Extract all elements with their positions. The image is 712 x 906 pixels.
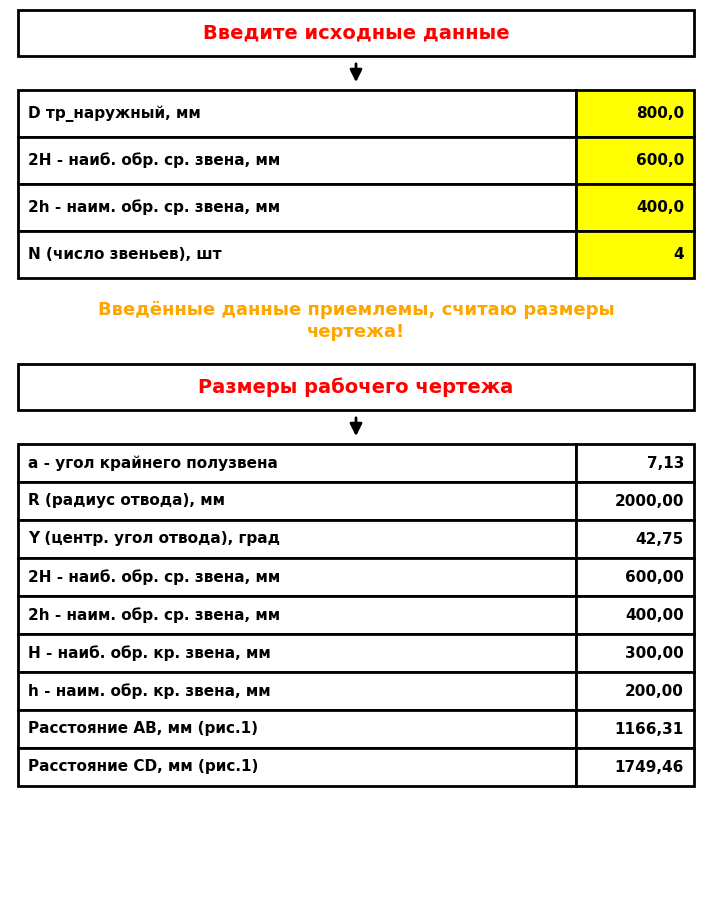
- Text: 1749,46: 1749,46: [614, 759, 684, 775]
- Bar: [576, 558, 694, 596]
- Text: 2H - наиб. обр. ср. звена, мм: 2H - наиб. обр. ср. звена, мм: [28, 152, 281, 169]
- Bar: [18, 482, 576, 520]
- Text: R (радиус отвода), мм: R (радиус отвода), мм: [28, 494, 225, 508]
- Bar: [576, 596, 694, 634]
- Bar: [576, 231, 694, 278]
- Bar: [18, 672, 576, 710]
- Bar: [18, 137, 576, 184]
- Text: 7,13: 7,13: [646, 456, 684, 470]
- Text: а - угол крайнего полузвена: а - угол крайнего полузвена: [28, 455, 278, 471]
- Text: N (число звеньев), шт: N (число звеньев), шт: [28, 247, 221, 262]
- Bar: [18, 748, 576, 786]
- Bar: [18, 90, 576, 137]
- Bar: [576, 672, 694, 710]
- Text: Введённые данные приемлемы, считаю размеры: Введённые данные приемлемы, считаю разме…: [98, 301, 614, 319]
- Text: 1166,31: 1166,31: [614, 721, 684, 737]
- Text: 600,0: 600,0: [636, 153, 684, 168]
- Bar: [18, 10, 694, 56]
- Text: Y (центр. угол отвода), град: Y (центр. угол отвода), град: [28, 532, 280, 546]
- Bar: [18, 634, 576, 672]
- Text: D тр_наружный, мм: D тр_наружный, мм: [28, 105, 201, 121]
- Text: H - наиб. обр. кр. звена, мм: H - наиб. обр. кр. звена, мм: [28, 645, 271, 660]
- Bar: [576, 482, 694, 520]
- Text: 200,00: 200,00: [625, 683, 684, 699]
- Text: 300,00: 300,00: [625, 645, 684, 660]
- Bar: [576, 444, 694, 482]
- Text: 2H - наиб. обр. ср. звена, мм: 2H - наиб. обр. ср. звена, мм: [28, 569, 281, 585]
- Text: 800,0: 800,0: [636, 106, 684, 121]
- Text: чертежа!: чертежа!: [307, 323, 405, 341]
- Text: 2h - наим. обр. ср. звена, мм: 2h - наим. обр. ср. звена, мм: [28, 199, 280, 216]
- Bar: [18, 710, 576, 748]
- Bar: [18, 558, 576, 596]
- Bar: [18, 184, 576, 231]
- Text: Размеры рабочего чертежа: Размеры рабочего чертежа: [199, 377, 513, 397]
- Text: 42,75: 42,75: [636, 532, 684, 546]
- Text: 2h - наим. обр. ср. звена, мм: 2h - наим. обр. ср. звена, мм: [28, 607, 280, 622]
- Bar: [18, 364, 694, 410]
- Text: h - наим. обр. кр. звена, мм: h - наим. обр. кр. звена, мм: [28, 683, 271, 699]
- Bar: [18, 444, 576, 482]
- Text: 600,00: 600,00: [625, 570, 684, 584]
- Text: 4: 4: [674, 247, 684, 262]
- Bar: [576, 184, 694, 231]
- Bar: [576, 520, 694, 558]
- Bar: [18, 520, 576, 558]
- Text: Расстояние АВ, мм (рис.1): Расстояние АВ, мм (рис.1): [28, 721, 258, 737]
- Bar: [576, 634, 694, 672]
- Bar: [576, 137, 694, 184]
- Bar: [18, 231, 576, 278]
- Text: 400,0: 400,0: [636, 200, 684, 215]
- Text: 2000,00: 2000,00: [614, 494, 684, 508]
- Bar: [576, 710, 694, 748]
- Text: 400,00: 400,00: [625, 608, 684, 622]
- Text: Расстояние CD, мм (рис.1): Расстояние CD, мм (рис.1): [28, 759, 258, 775]
- Text: Введите исходные данные: Введите исходные данные: [203, 24, 509, 43]
- Bar: [576, 748, 694, 786]
- Bar: [18, 596, 576, 634]
- Bar: [576, 90, 694, 137]
